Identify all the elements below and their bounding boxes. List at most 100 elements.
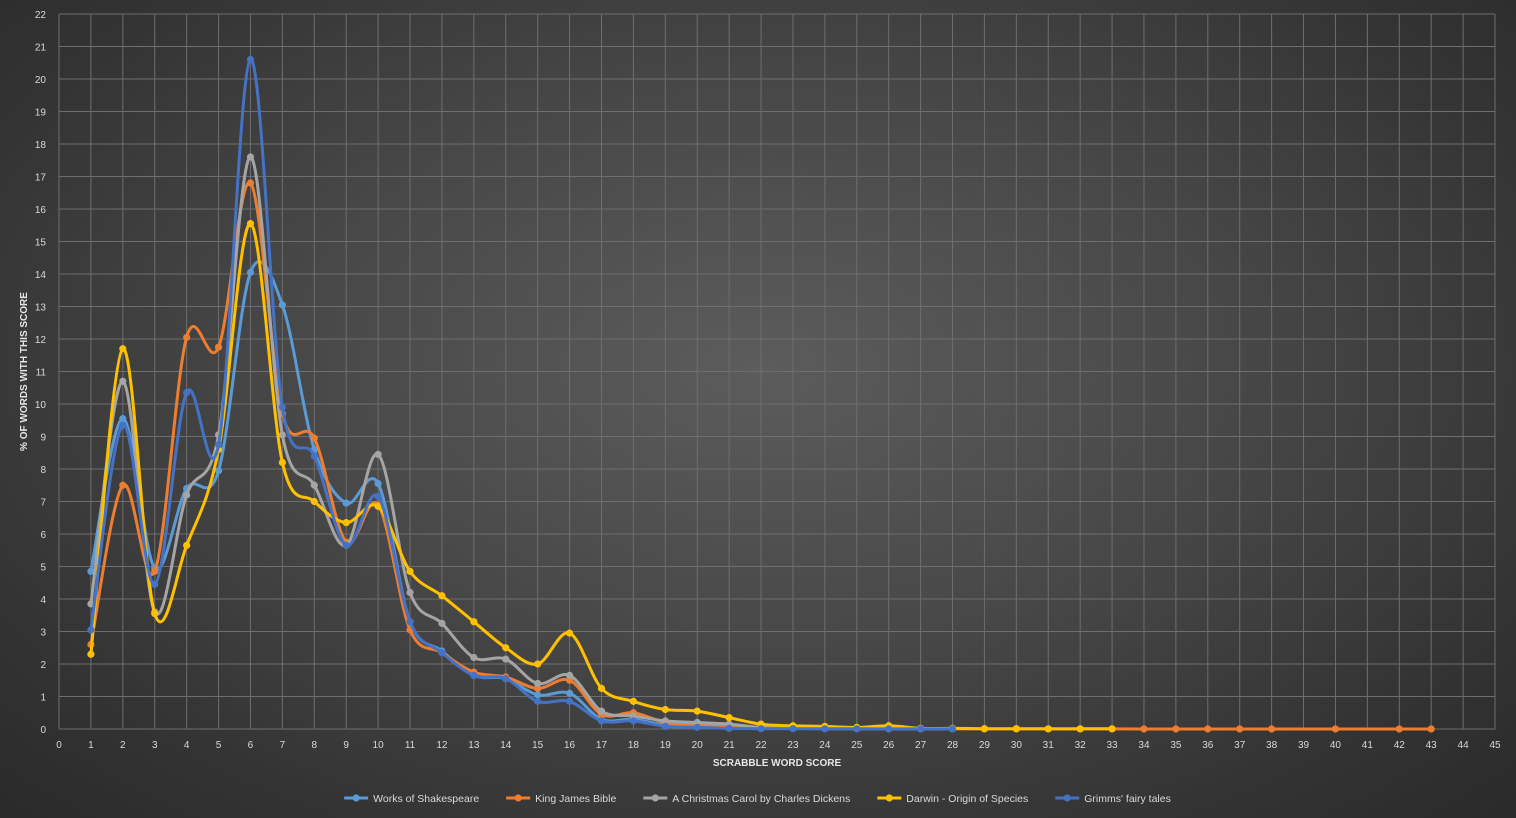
series-layer [87,55,1435,733]
data-point [565,671,574,679]
legend-swatch-marker [1063,794,1071,802]
legend: Works of Shakespeare King James Bible A Ch… [344,793,1171,805]
x-tick-label: 12 [436,740,448,751]
data-point [438,592,446,600]
x-tick-label: 31 [1043,740,1055,751]
y-tick-label: 5 [40,563,46,574]
data-point [597,717,606,725]
data-point [502,644,510,652]
data-point [438,649,446,657]
data-point [310,497,318,506]
data-point [183,541,191,549]
x-tick-label: 21 [724,740,736,751]
data-point [629,717,638,725]
y-tick-label: 18 [35,140,47,151]
data-point [917,725,925,733]
x-tick-label: 20 [692,740,704,751]
x-tick-label: 43 [1426,740,1438,751]
data-point [151,610,159,618]
y-tick-label: 7 [40,498,46,509]
data-point [565,689,574,697]
y-tick-label: 21 [35,43,47,54]
data-point [183,333,191,341]
series-0 [87,260,957,733]
legend-swatch-marker [352,794,360,802]
data-point [980,725,989,733]
data-point [183,389,191,397]
y-tick-label: 6 [40,530,46,541]
data-point [502,655,510,663]
x-tick-label: 34 [1138,740,1150,751]
data-point [565,697,574,705]
data-point [661,705,669,714]
x-tick-label: 23 [787,740,799,751]
data-point [151,580,159,588]
data-point [1395,725,1403,733]
data-point [374,502,382,510]
data-point [87,567,95,575]
data-point [278,403,286,411]
x-tick-label: 14 [500,740,512,751]
data-point [821,725,829,733]
data-point [1108,725,1116,733]
legend-label: Darwin - Origin of Species [906,793,1028,805]
data-point [246,179,255,187]
x-tick-label: 8 [312,740,318,751]
data-point [629,697,638,705]
data-point [1012,725,1020,733]
x-axis-ticks: 0 1 2 3 4 5 6 7 8 9 10 11 12 13 14 15 16 17 18 19 20 21 22 23 24… [56,740,1501,751]
y-tick-label: 15 [35,238,47,249]
y-tick-label: 10 [35,400,47,411]
data-point [246,268,255,276]
x-tick-label: 35 [1170,740,1182,751]
legend-swatch-marker [885,794,893,802]
data-point [183,491,191,499]
y-tick-label: 4 [40,595,46,606]
x-tick-label: 16 [564,740,576,751]
data-point [597,707,606,715]
data-point [693,723,701,731]
x-tick-label: 22 [755,740,767,751]
y-tick-label: 11 [36,368,47,379]
legend-item: Grimms' fairy tales [1055,793,1171,805]
x-tick-label: 45 [1489,740,1501,751]
data-point [1076,725,1084,733]
data-point [406,567,414,575]
data-point [534,697,542,705]
x-tick-label: 2 [120,740,126,751]
x-tick-label: 30 [1011,740,1023,751]
series-line [89,57,954,731]
x-tick-label: 3 [152,740,158,751]
data-point [310,434,318,442]
data-point [725,714,733,722]
data-point [1204,725,1212,733]
data-point [406,588,414,597]
legend-label: A Christmas Carol by Charles Dickens [672,793,850,805]
data-point [119,345,127,353]
x-tick-label: 44 [1458,740,1470,751]
y-axis-title: % OF WORDS WITH THIS SCORE [19,292,30,451]
data-point [1236,725,1244,733]
legend-label: Works of Shakespeare [373,793,479,805]
x-tick-label: 0 [56,740,62,751]
data-point [87,650,95,658]
x-tick-label: 15 [532,740,544,751]
x-tick-label: 5 [216,740,222,751]
data-point [661,722,669,731]
x-tick-label: 40 [1330,740,1342,751]
y-tick-label: 20 [35,75,47,86]
data-point [342,519,350,527]
data-point [1268,725,1276,733]
x-tick-label: 27 [915,740,927,751]
x-axis-title: SCRABBLE WORD SCORE [713,758,842,769]
data-point [534,660,542,668]
data-point [597,684,606,692]
data-point [406,618,414,626]
x-tick-label: 6 [248,740,254,751]
data-point [246,55,255,64]
data-point [885,725,893,733]
y-tick-label: 14 [35,270,47,281]
data-point [1331,725,1340,733]
data-point [214,343,223,351]
